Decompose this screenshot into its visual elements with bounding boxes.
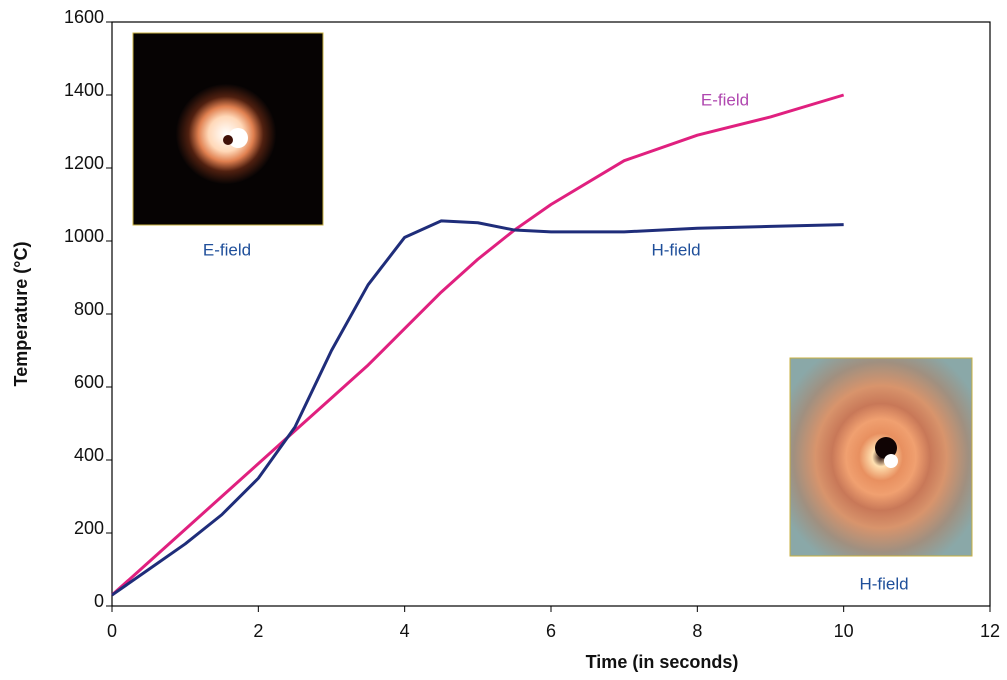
series-label: H-field [651, 240, 700, 259]
x-axis-title: Time (in seconds) [586, 652, 739, 672]
y-tick-label: 600 [74, 372, 104, 392]
y-tick-label: 0 [94, 591, 104, 611]
inset-photo-h [789, 357, 973, 557]
y-tick-label: 200 [74, 518, 104, 538]
x-tick-label: 2 [253, 621, 263, 641]
x-tick-label: 12 [980, 621, 1000, 641]
y-tick-label: 1200 [64, 153, 104, 173]
inset-photo-e [132, 32, 324, 226]
line-series [111, 219, 844, 597]
x-tick-label: 0 [107, 621, 117, 641]
x-tick-label: 8 [692, 621, 702, 641]
line-series [110, 93, 845, 597]
series-label: E-field [701, 90, 749, 109]
y-tick-label: 1600 [64, 7, 104, 27]
inset-caption: H-field [859, 574, 908, 593]
x-tick-label: 4 [400, 621, 410, 641]
x-tick-label: 10 [834, 621, 854, 641]
inset-caption: E-field [203, 240, 251, 259]
y-tick-label: 1000 [64, 226, 104, 246]
y-tick-label: 400 [74, 445, 104, 465]
y-axis-title: Temperature (°C) [11, 242, 31, 387]
y-tick-label: 1400 [64, 80, 104, 100]
y-tick-label: 800 [74, 299, 104, 319]
x-tick-label: 6 [546, 621, 556, 641]
